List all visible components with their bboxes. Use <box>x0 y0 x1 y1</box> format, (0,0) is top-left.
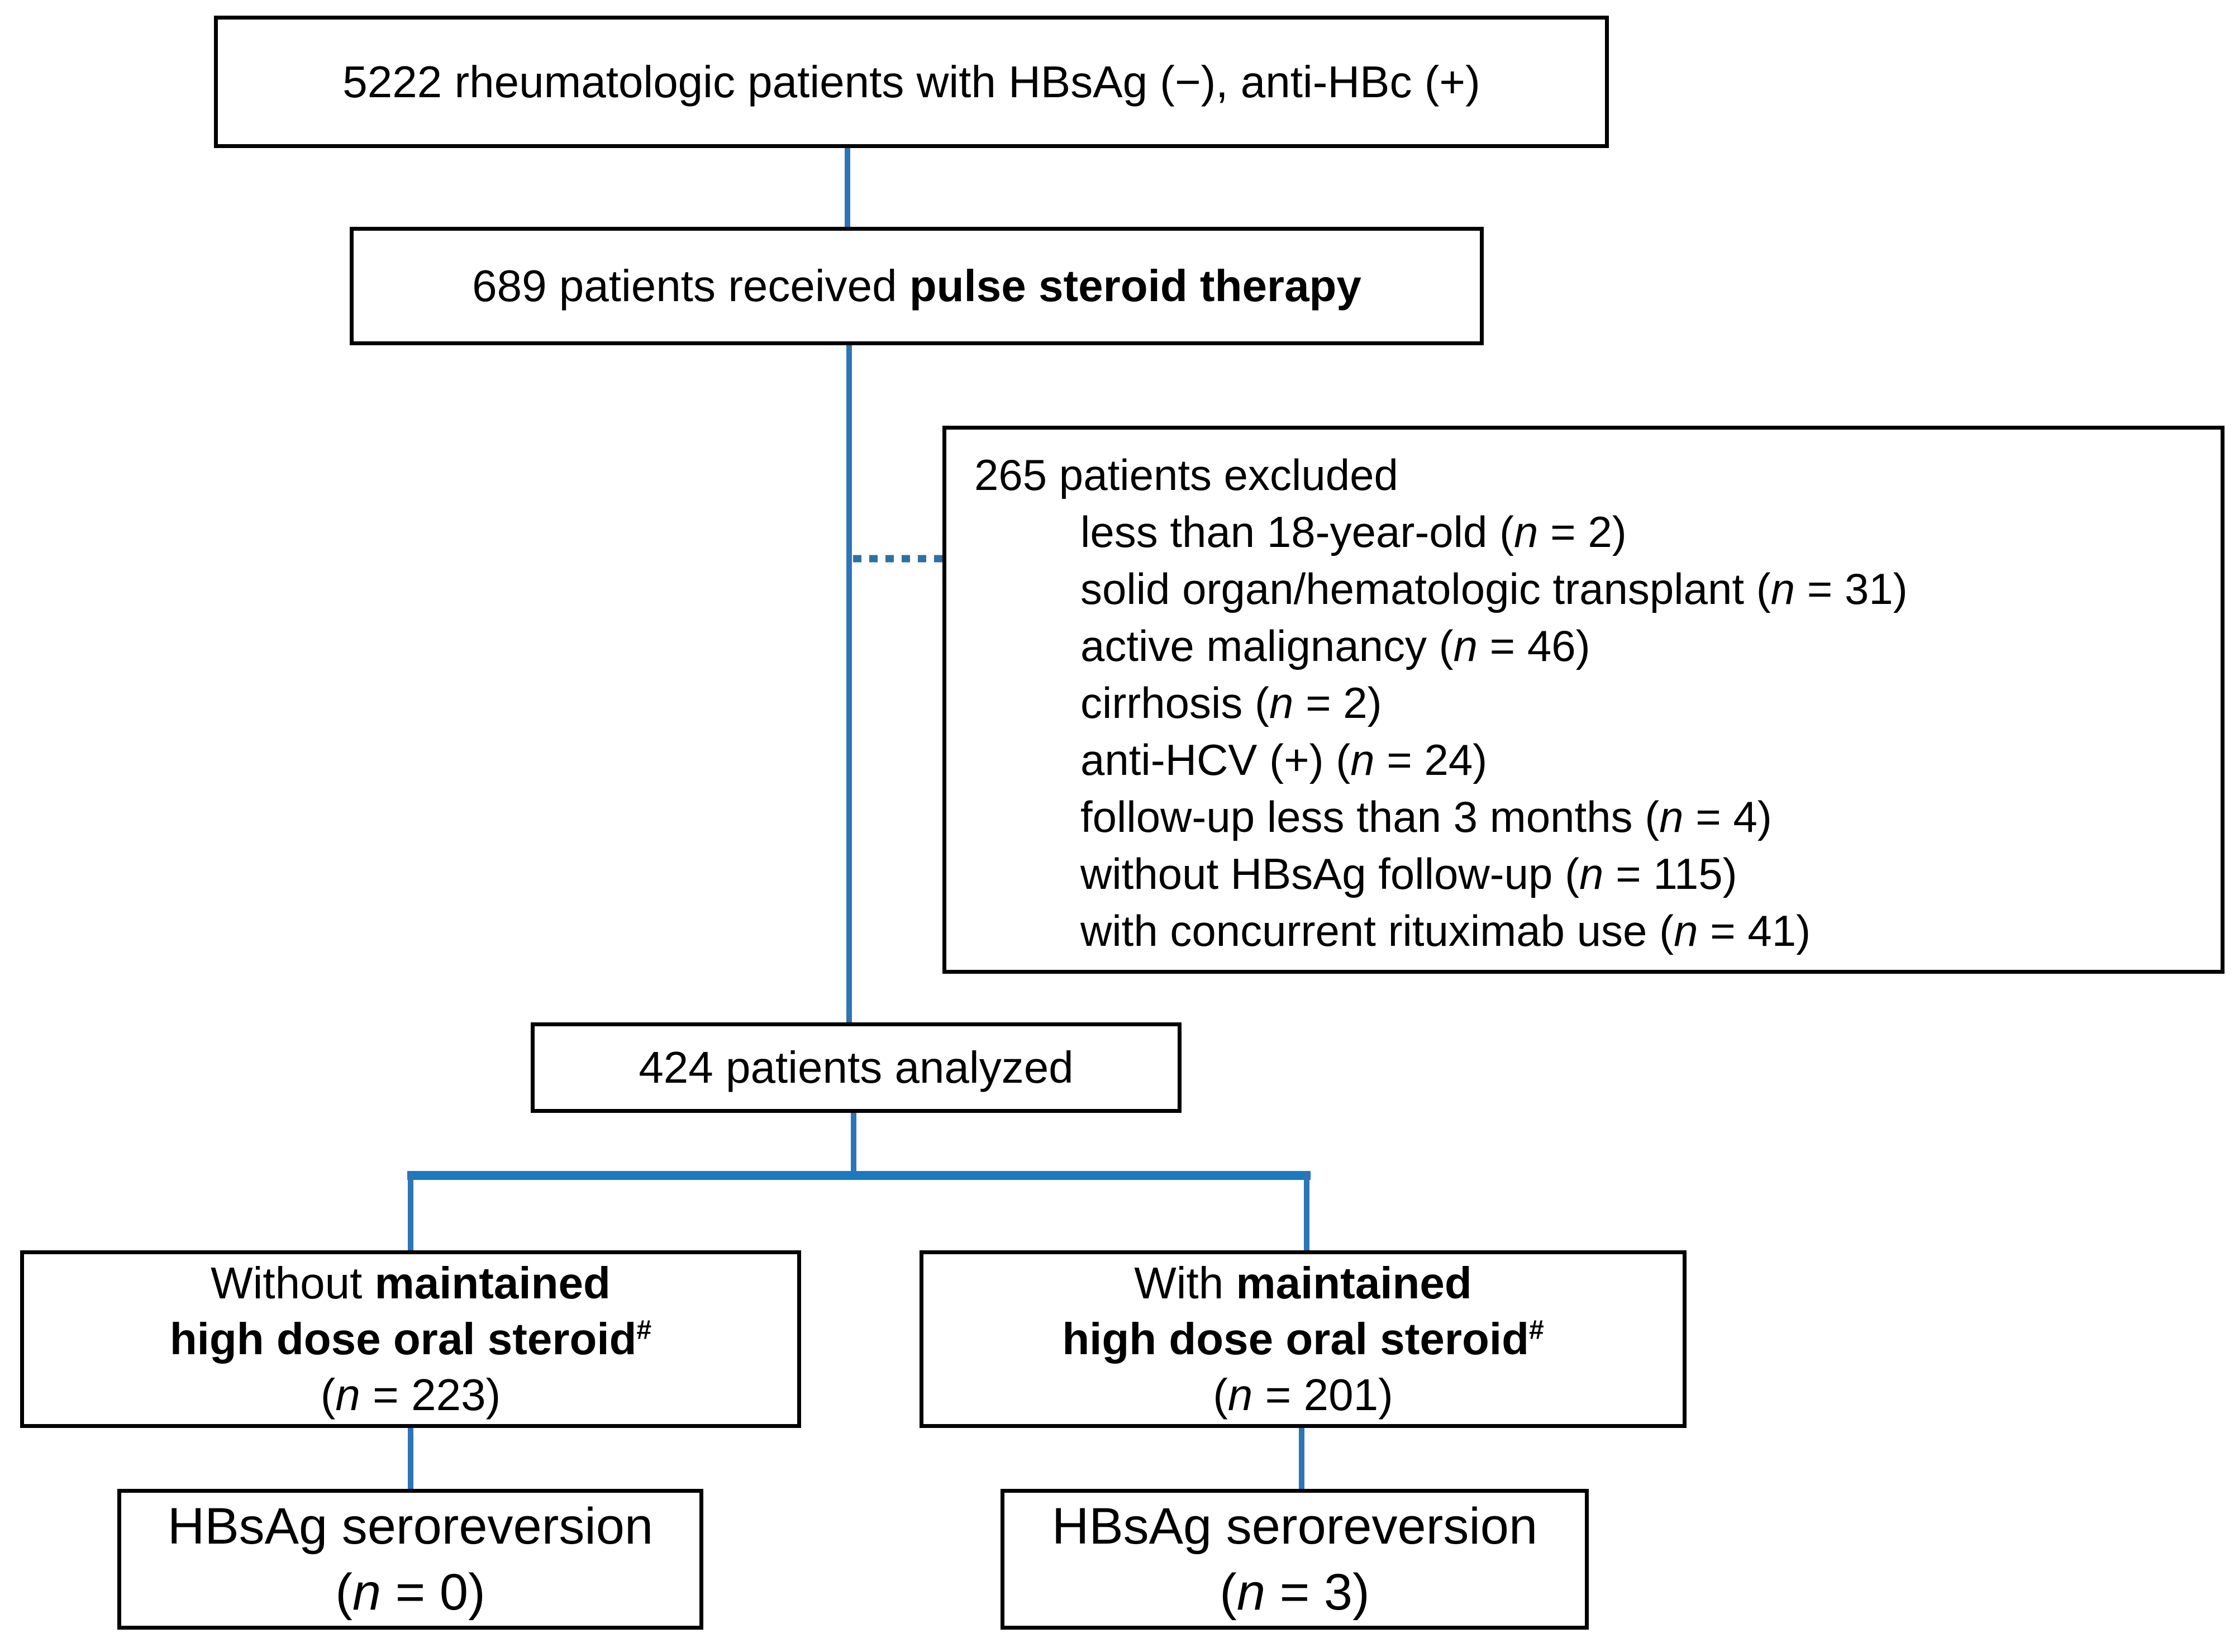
seroreversion-right-count: (n = 3) <box>1220 1564 1370 1621</box>
without-steroid-line2: high dose oral steroid# <box>169 1314 652 1364</box>
total-patients-text: 5222 rheumatologic patients with HBsAg (… <box>342 56 1480 107</box>
pulse-steroid-text: 689 patients received pulse steroid ther… <box>472 258 1361 314</box>
excluded-item: cirrhosis (n = 2) <box>1080 678 1382 727</box>
box-seroreversion-with-group: HBsAg seroreversion (n = 3) <box>1001 1489 1589 1630</box>
with-steroid-line2: high dose oral steroid# <box>1062 1314 1544 1364</box>
excluded-title: 265 patients excluded <box>974 450 1398 499</box>
box-with-maintained-steroid: With maintained high dose oral steroid# … <box>920 1250 1687 1428</box>
seroreversion-left-title: HBsAg seroreversion <box>167 1498 654 1555</box>
with-steroid-count: (n = 201) <box>1213 1370 1393 1420</box>
box-patients-analyzed: 424 patients analyzed <box>531 1022 1182 1113</box>
without-steroid-count: (n = 223) <box>320 1370 501 1420</box>
excluded-item: follow-up less than 3 months (n = 4) <box>1080 792 1772 841</box>
excluded-item: solid organ/hematologic transplant (n = … <box>1080 564 1908 613</box>
box-seroreversion-without-group: HBsAg seroreversion (n = 0) <box>117 1489 703 1630</box>
seroreversion-left-count: (n = 0) <box>335 1564 485 1621</box>
excluded-item: without HBsAg follow-up (n = 115) <box>1080 849 1737 898</box>
excluded-item: less than 18-year-old (n = 2) <box>1080 507 1627 556</box>
excluded-item: active malignancy (n = 46) <box>1080 621 1590 670</box>
box-pulse-steroid: 689 patients received pulse steroid ther… <box>350 227 1484 345</box>
without-steroid-line1: Without maintained <box>211 1258 611 1308</box>
patients-analyzed-text: 424 patients analyzed <box>639 1042 1074 1092</box>
excluded-item: anti-HCV (+) (n = 24) <box>1080 735 1488 784</box>
box-total-patients: 5222 rheumatologic patients with HBsAg (… <box>214 16 1609 148</box>
box-excluded-patients: 265 patients excluded less than 18-year-… <box>942 426 2225 974</box>
pulse-steroid-text-normal: 689 patients received <box>472 261 909 311</box>
seroreversion-right-title: HBsAg seroreversion <box>1051 1498 1538 1555</box>
box-without-maintained-steroid: Without maintained high dose oral steroi… <box>20 1250 801 1428</box>
pulse-steroid-text-bold: pulse steroid therapy <box>909 261 1361 311</box>
excluded-item: with concurrent rituximab use (n = 41) <box>1080 906 1811 955</box>
with-steroid-line1: With maintained <box>1134 1258 1472 1308</box>
